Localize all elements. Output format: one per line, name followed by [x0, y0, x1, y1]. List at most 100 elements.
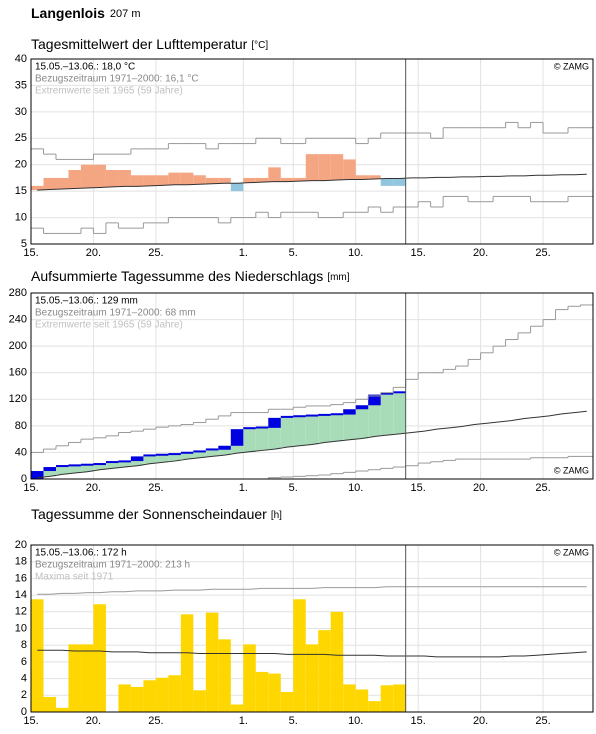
x-tick-label: 25.	[148, 482, 163, 494]
anomaly-bar	[380, 178, 394, 186]
y-tick-label: 30	[15, 106, 27, 118]
daily-increment	[118, 460, 131, 463]
surplus-area	[280, 417, 294, 448]
surplus-area	[330, 414, 344, 442]
info-text: 15.05.–13.06.: 18,0 °C	[35, 62, 135, 73]
y-tick-label: 4	[21, 673, 27, 685]
unit: [°C]	[251, 40, 268, 51]
bar	[130, 686, 144, 712]
anomaly-bar	[255, 177, 269, 183]
info-text: Bezugszeitraum 1971–2000: 68 mm	[35, 308, 196, 319]
surplus-area	[43, 467, 56, 477]
chart-title: Aufsummierte Tagessumme des Niederschlag…	[31, 268, 350, 284]
anomaly-bar	[93, 164, 106, 188]
surplus-area	[255, 427, 269, 451]
bar	[43, 696, 56, 712]
x-tick-label: 10.	[348, 715, 363, 727]
credit: © ZAMG	[554, 547, 589, 557]
info-text: Maxima seit 1971	[35, 572, 114, 583]
anomaly-bar	[193, 175, 206, 185]
title-text: Tagesmittelwert der Lufttemperatur	[31, 36, 248, 52]
x-tick-label: 1.	[239, 715, 248, 727]
x-tick-label: 25.	[148, 247, 163, 259]
unit: [h]	[271, 510, 282, 521]
anomaly-bar	[218, 177, 231, 184]
info-text: Bezugszeitraum 1971–2000: 16,1 °C	[35, 74, 199, 85]
y-tick-label: 14	[15, 589, 27, 601]
anomaly-bar	[293, 177, 306, 182]
y-tick-label: 160	[9, 367, 27, 379]
surplus-area	[168, 453, 181, 462]
x-tick-label: 15.	[23, 247, 38, 259]
credit: © ZAMG	[554, 465, 589, 475]
x-tick-label: 1.	[239, 247, 248, 259]
daily-increment	[168, 453, 181, 456]
x-tick-label: 20.	[86, 482, 101, 494]
bar	[305, 644, 319, 712]
anomaly-bar	[68, 170, 81, 189]
x-tick-label: 20.	[473, 715, 488, 727]
bar	[93, 604, 106, 712]
daily-increment	[93, 463, 106, 466]
bar	[180, 614, 194, 712]
x-tick-label: 25.	[535, 482, 550, 494]
surplus-area	[143, 455, 156, 464]
bar	[155, 677, 169, 712]
x-tick-label: 5.	[289, 715, 298, 727]
daily-increment	[343, 409, 356, 415]
info-text: 15.05.–13.06.: 129 mm	[35, 296, 138, 307]
y-tick-label: 12	[15, 606, 27, 618]
x-tick-label: 15.	[23, 482, 38, 494]
y-tick-label: 120	[9, 393, 27, 405]
y-tick-label: 20	[15, 539, 27, 551]
anomaly-bar	[268, 167, 281, 182]
bar	[55, 707, 69, 712]
anomaly-bar	[305, 154, 319, 181]
daily-increment	[80, 463, 94, 466]
x-tick-label: 20.	[473, 247, 488, 259]
daily-increment	[280, 415, 294, 418]
x-tick-label: 10.	[348, 482, 363, 494]
y-tick-label: 200	[9, 340, 27, 352]
header: Langenlois 207 m	[31, 5, 140, 21]
surplus-area	[80, 465, 94, 472]
daily-increment	[55, 465, 69, 468]
y-tick-label: 0	[21, 706, 27, 718]
extreme-line	[37, 586, 587, 595]
daily-increment	[293, 415, 306, 418]
surplus-area	[118, 461, 131, 468]
surplus-area	[218, 445, 231, 456]
x-tick-label: 1.	[239, 482, 248, 494]
surplus-area	[93, 463, 106, 470]
surplus-area	[355, 405, 369, 439]
x-tick-label: 15.	[23, 715, 38, 727]
daily-increment	[243, 427, 256, 430]
bar	[205, 612, 219, 712]
anomaly-bar	[43, 177, 56, 190]
surplus-area	[205, 449, 219, 457]
x-tick-label: 25.	[535, 247, 550, 259]
daily-increment	[368, 394, 381, 406]
anomaly-bar	[393, 178, 406, 186]
x-tick-label: 20.	[473, 482, 488, 494]
anomaly-bar	[130, 175, 144, 187]
daily-increment	[105, 461, 119, 464]
surplus-area	[105, 462, 119, 469]
y-tick-label: 15	[15, 185, 27, 197]
info-text: 15.05.–13.06.: 172 h	[35, 548, 127, 559]
daily-increment	[43, 467, 56, 472]
surplus-area	[55, 466, 69, 475]
y-tick-label: 6	[21, 656, 27, 668]
bar	[193, 690, 206, 712]
y-tick-label: 8	[21, 639, 27, 651]
surplus-area	[293, 416, 306, 446]
bar	[80, 644, 94, 712]
y-tick-label: 80	[15, 420, 27, 432]
bar	[368, 701, 381, 712]
bar	[330, 611, 344, 712]
daily-increment	[31, 471, 44, 479]
bar	[380, 685, 394, 712]
plot-frame	[30, 292, 594, 480]
surplus-area	[155, 455, 169, 463]
